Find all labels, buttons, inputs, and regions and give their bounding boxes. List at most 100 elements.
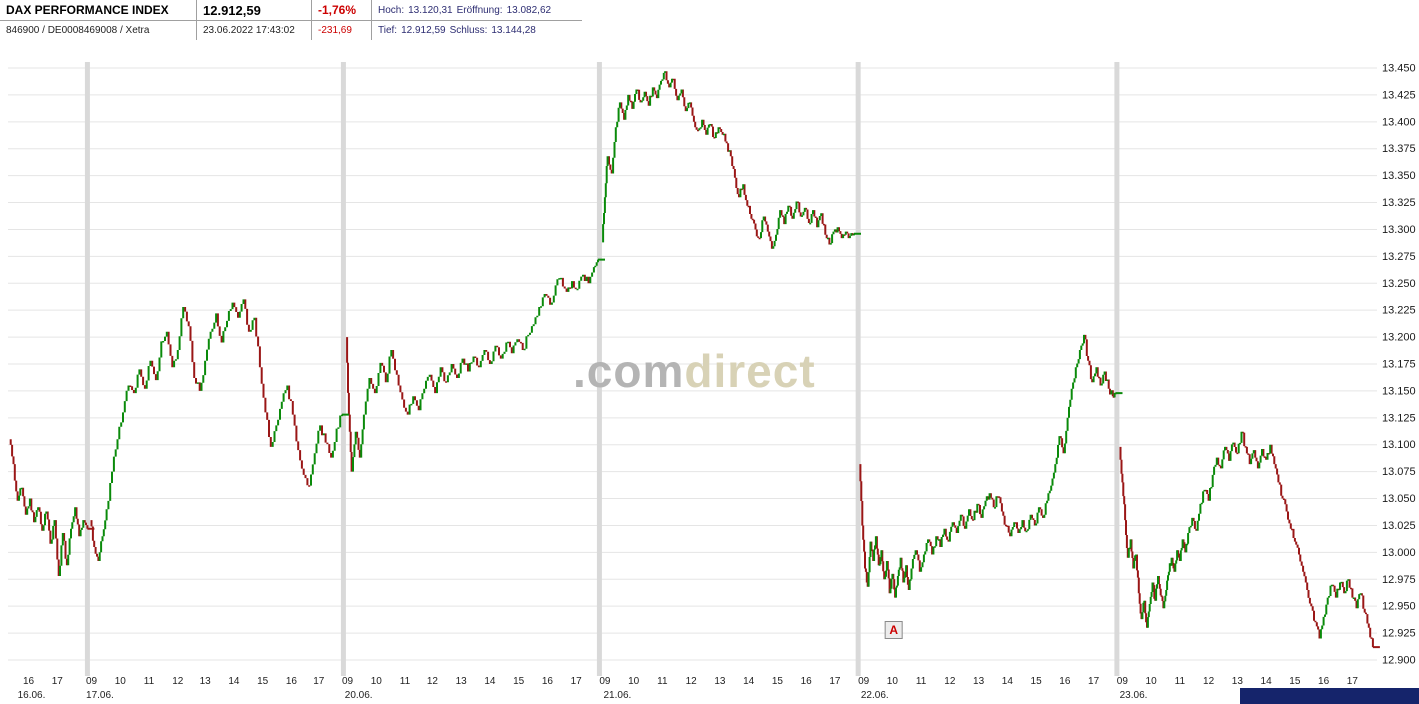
quote-timestamp: 23.06.2022 17:43:02 <box>203 25 295 36</box>
x-hour-label: 10 <box>114 676 126 687</box>
y-tick-label: 13.425 <box>1382 89 1416 101</box>
x-hour-label: 17 <box>313 676 325 687</box>
y-tick-label: 13.225 <box>1382 305 1416 317</box>
price-block: 12.912,59 23.06.2022 17:43:02 <box>197 0 312 40</box>
day-separator <box>1114 62 1120 676</box>
x-hour-label: 16 <box>541 676 553 687</box>
y-tick-label: 12.900 <box>1382 655 1416 667</box>
quote-header: DAX PERFORMANCE INDEX 846900 / DE0008469… <box>0 0 582 40</box>
x-hour-label: 09 <box>341 676 354 687</box>
x-hour-label: 09 <box>599 676 611 687</box>
x-hour-label: 15 <box>1289 676 1301 687</box>
high-label: Hoch: <box>378 4 405 16</box>
change-block: -1,76% -231,69 <box>312 0 372 40</box>
x-hour-label: 17 <box>1088 676 1100 687</box>
high-value: 13.120,31 <box>408 4 453 16</box>
brand-footer-bar <box>1240 688 1419 704</box>
x-hour-label: 12 <box>685 676 697 687</box>
x-hour-label: 14 <box>1001 676 1013 687</box>
y-tick-label: 13.050 <box>1382 493 1416 505</box>
instrument-id: 846900 / DE0008469008 / Xetra <box>6 25 150 36</box>
y-tick-label: 13.200 <box>1382 332 1416 344</box>
x-hour-label: 11 <box>657 676 668 687</box>
x-hour-label: 10 <box>370 676 382 687</box>
x-hour-label: 15 <box>513 676 525 687</box>
open-label: Eröffnung: <box>456 4 503 16</box>
x-hour-label: 13 <box>199 676 211 687</box>
x-hour-label: 12 <box>944 676 956 687</box>
open-value: 13.082,62 <box>506 4 552 16</box>
low-label: Tief: <box>378 25 398 36</box>
candles-up <box>18 71 1362 639</box>
x-hour-label: 11 <box>1174 676 1186 687</box>
x-hour-label: 14 <box>743 676 755 687</box>
close-value: 13.144,28 <box>491 25 536 36</box>
y-tick-label: 13.250 <box>1382 278 1416 290</box>
instrument-block: DAX PERFORMANCE INDEX 846900 / DE0008469… <box>0 0 197 40</box>
instrument-title: DAX PERFORMANCE INDEX <box>6 3 169 17</box>
x-hour-label: 16 <box>22 676 35 687</box>
x-hour-label: 17 <box>1346 676 1358 687</box>
y-tick-label: 13.350 <box>1382 170 1416 182</box>
day-separator <box>855 62 861 676</box>
price-chart: 13.450 13.425 13.400 13.375 13.350 13.325 13.3… <box>0 40 1419 704</box>
y-tick-label: 13.150 <box>1382 385 1416 397</box>
x-hour-label: 15 <box>1030 676 1042 687</box>
x-hour-label: 14 <box>1260 676 1272 687</box>
x-date-label: 17.06. <box>86 690 114 701</box>
y-tick-label: 13.125 <box>1382 412 1416 424</box>
x-hour-label: 15 <box>771 676 783 687</box>
x-hour-label: 13 <box>455 676 467 687</box>
y-tick-label: 13.300 <box>1382 224 1416 236</box>
ohlc-block: Hoch: 13.120,31 Eröffnung: 13.082,62 Tief:… <box>372 0 582 40</box>
x-hour-label: 11 <box>143 676 155 687</box>
x-hour-label: 13 <box>973 676 985 687</box>
x-hour-label: 10 <box>1145 676 1157 687</box>
x-hour-label: 14 <box>228 676 240 687</box>
x-hour-label: 16 <box>1318 676 1330 687</box>
x-hour-label: 10 <box>628 676 640 687</box>
y-tick-label: 12.925 <box>1382 628 1416 640</box>
x-hour-label: 12 <box>1203 676 1215 687</box>
last-price: 12.912,59 <box>203 2 261 18</box>
x-hour-label: 16 <box>1059 676 1071 687</box>
event-marker-a: A <box>884 620 904 639</box>
x-hour-label: 12 <box>426 676 438 687</box>
x-hour-label: 13 <box>1231 676 1243 687</box>
y-tick-label: 13.025 <box>1382 520 1416 532</box>
x-hour-label: 09 <box>85 676 98 687</box>
chart-grid-layer: 13.450 13.425 13.400 13.375 13.350 13.325 13.3… <box>8 62 1416 676</box>
y-tick-label: 13.450 <box>1382 63 1416 75</box>
y-tick-label: 13.000 <box>1382 547 1416 559</box>
y-tick-label: 13.075 <box>1382 466 1416 478</box>
x-hour-label: 16 <box>800 676 812 687</box>
x-date-label: 23.06. <box>1119 690 1148 701</box>
day-separator <box>84 62 90 676</box>
chart-candles-layer <box>9 71 1380 649</box>
x-date-label: 21.06. <box>603 690 632 701</box>
close-label: Schluss: <box>449 25 488 36</box>
x-hour-label: 09 <box>1116 676 1128 687</box>
y-tick-label: 13.100 <box>1382 439 1416 451</box>
y-tick-label: 12.950 <box>1382 601 1416 613</box>
x-hour-label: 17 <box>829 676 841 687</box>
x-hour-label: 11 <box>915 676 927 687</box>
y-tick-label: 13.275 <box>1382 251 1416 263</box>
candles-down <box>9 71 1380 649</box>
change-percent: -1,76% <box>318 3 357 17</box>
y-tick-label: 13.400 <box>1382 116 1416 128</box>
x-hour-label: 09 <box>858 676 870 687</box>
change-absolute: -231,69 <box>318 25 352 36</box>
x-hour-label: 12 <box>172 676 184 687</box>
x-hour-label: 14 <box>484 676 496 687</box>
x-hour-label: 10 <box>886 676 898 687</box>
low-value: 12.912,59 <box>401 25 446 36</box>
x-date-label: 20.06. <box>344 690 373 701</box>
y-tick-label: 13.375 <box>1382 143 1416 155</box>
x-hour-label: 17 <box>570 676 582 687</box>
x-hour-label: 16 <box>285 676 297 687</box>
y-tick-label: 13.175 <box>1382 359 1416 371</box>
x-hour-label: 17 <box>51 676 63 687</box>
x-hour-label: 11 <box>399 676 411 687</box>
day-separator <box>596 62 602 676</box>
